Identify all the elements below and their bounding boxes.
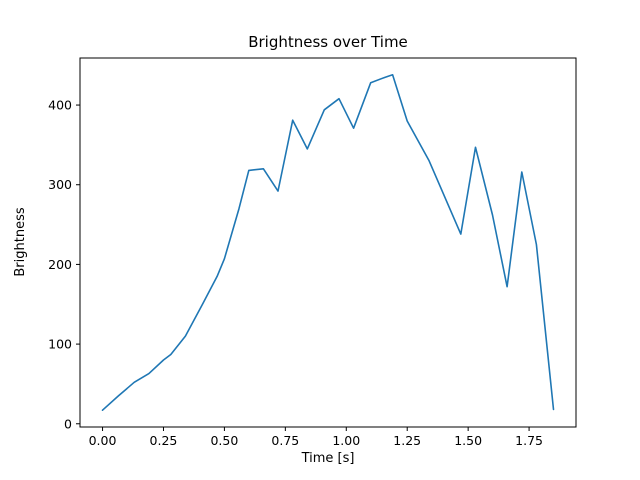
y-tick-label: 400 xyxy=(48,98,72,113)
chart-title: Brightness over Time xyxy=(248,33,408,51)
tick-group: 0.00 0.25 0.50 0.75 1.00 1.25 1.50 1.75 0 100 200 3… xyxy=(48,98,543,448)
y-tick-label: 100 xyxy=(48,337,72,352)
x-axis-label: Time [s] xyxy=(301,451,355,466)
x-tick-label: 0.25 xyxy=(150,433,178,448)
y-tick-label: 0 xyxy=(64,416,72,431)
y-tick-label: 300 xyxy=(48,177,72,192)
x-tick-label: 1.50 xyxy=(454,433,482,448)
x-tick-label: 0.75 xyxy=(271,433,299,448)
x-tick-label: 1.25 xyxy=(393,433,421,448)
x-tick-label: 0.50 xyxy=(210,433,238,448)
y-tick-label: 200 xyxy=(48,257,72,272)
brightness-series-line xyxy=(101,74,555,412)
x-tick-label: 0.00 xyxy=(89,433,117,448)
y-axis-label: Brightness xyxy=(13,207,28,276)
axes-frame xyxy=(79,57,577,428)
x-tick-label: 1.75 xyxy=(515,433,543,448)
x-tick-label: 1.00 xyxy=(332,433,360,448)
